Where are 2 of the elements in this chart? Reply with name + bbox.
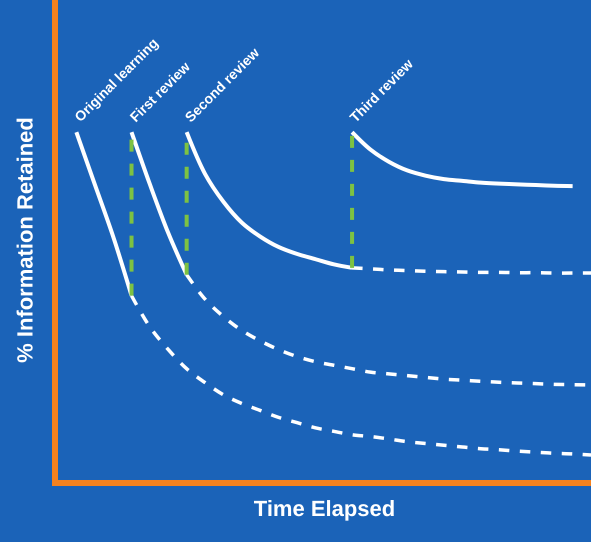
y-axis-title: % Information Retained	[12, 117, 38, 363]
x-axis-title: Time Elapsed	[254, 496, 396, 521]
